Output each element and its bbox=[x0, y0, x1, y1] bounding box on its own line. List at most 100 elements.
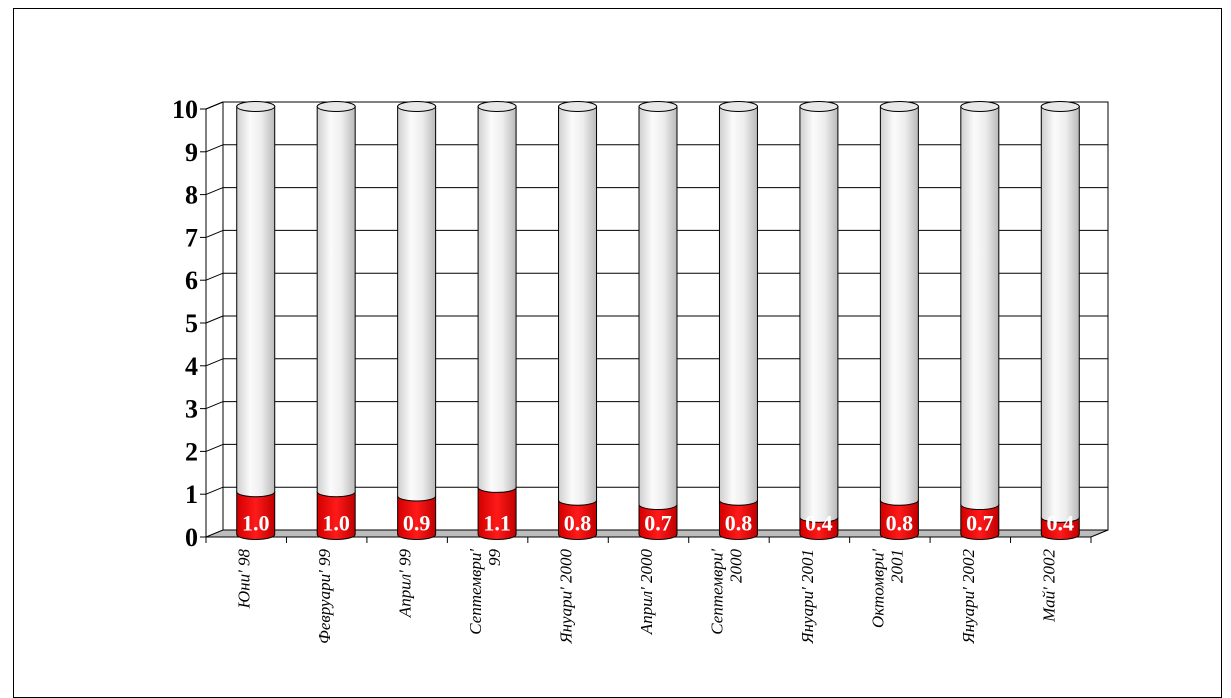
x-tick-label: Май' 2002 bbox=[1039, 549, 1058, 623]
bar-top-cap bbox=[960, 101, 1000, 112]
y-tick-label: 0 bbox=[185, 523, 198, 552]
bar-segment-low bbox=[477, 486, 517, 540]
bar-segment-high bbox=[960, 106, 1000, 511]
bar-segment-low bbox=[558, 499, 598, 540]
bar-10 bbox=[1040, 101, 1080, 540]
bar-top-cap bbox=[638, 101, 678, 112]
bar-segment-low bbox=[236, 491, 276, 540]
data-label: 0.4 bbox=[1047, 511, 1075, 536]
bar-7 bbox=[799, 101, 839, 540]
bar-segment-high bbox=[558, 106, 598, 506]
y-tick-label: 9 bbox=[185, 138, 198, 167]
bar-top-cap bbox=[316, 101, 356, 112]
data-label: 1.0 bbox=[322, 511, 350, 536]
y-tick-label: 3 bbox=[185, 395, 198, 424]
bar-segment-high bbox=[879, 106, 919, 506]
x-tick-label: Януари' 2001 bbox=[798, 549, 817, 645]
bar-0 bbox=[236, 101, 276, 540]
y-tick-label: 10 bbox=[172, 95, 198, 124]
x-tick-label: Април' 2000 bbox=[637, 549, 656, 636]
x-tick-label: Февруари' 99 bbox=[315, 549, 334, 644]
bar-top-cap bbox=[879, 101, 919, 112]
bars bbox=[236, 101, 1080, 540]
y-axis-top bbox=[205, 101, 224, 110]
data-label: 0.4 bbox=[805, 511, 833, 536]
data-label: 0.8 bbox=[725, 511, 753, 536]
bar-segment-low bbox=[718, 499, 758, 540]
x-tick-label: Юни' 98 bbox=[235, 549, 254, 610]
x-tick-label-line: Юни' 98 bbox=[235, 549, 254, 610]
data-label: 0.9 bbox=[403, 511, 431, 536]
y-tick-label: 5 bbox=[185, 309, 198, 338]
gridline-diagonal bbox=[205, 358, 224, 367]
bar-top-cap bbox=[397, 101, 437, 112]
gridline-diagonal bbox=[205, 272, 224, 281]
bar-4 bbox=[558, 101, 598, 540]
bar-top-cap bbox=[558, 101, 598, 112]
bar-3 bbox=[477, 101, 517, 540]
x-tick-label-line: Април' 99 bbox=[396, 549, 415, 619]
x-tick-label-line: Април' 2000 bbox=[637, 549, 656, 636]
x-tick-label-line: Февруари' 99 bbox=[315, 549, 334, 644]
x-tick-label-line: Октомври' bbox=[868, 549, 887, 628]
bar-segment-high bbox=[236, 106, 276, 498]
gridline-diagonal bbox=[205, 315, 224, 324]
bar-segment-high bbox=[397, 106, 437, 502]
y-axis-ticks: 0 1 2 3 4 5 6 7 8 9 10 bbox=[172, 95, 206, 552]
x-tick-label-line: Септември' bbox=[707, 549, 726, 635]
data-label: 1.0 bbox=[242, 511, 270, 536]
x-tick-label: Април' 99 bbox=[396, 549, 415, 619]
bar-2 bbox=[397, 101, 437, 540]
gridline-diagonal bbox=[205, 401, 224, 410]
bar-segment-low bbox=[799, 516, 839, 540]
bar-segment-high bbox=[638, 106, 678, 511]
y-tick-label: 1 bbox=[185, 480, 198, 509]
stacked-cylinder-chart: 0 1 2 3 4 5 6 7 8 9 10 1.0 1.0 0.9 1.1 0.8 0.7 0.8 0.4 0.8… bbox=[172, 95, 1109, 645]
bar-segment-high bbox=[799, 106, 839, 523]
x-tick-label-line: 2000 bbox=[726, 549, 745, 584]
bar-segment-high bbox=[1040, 106, 1080, 523]
x-tick-label: Септември'2000 bbox=[707, 549, 745, 635]
gridline-diagonal bbox=[205, 187, 224, 196]
gridline-diagonal bbox=[205, 229, 224, 238]
bar-segment-high bbox=[477, 106, 517, 493]
x-tick-label-line: 99 bbox=[485, 549, 504, 567]
bar-top-cap bbox=[718, 101, 758, 112]
x-tick-label: Октомври'2001 bbox=[868, 549, 906, 628]
x-tick-label-line: Януари' 2001 bbox=[798, 549, 817, 645]
bar-segment-low bbox=[960, 504, 1000, 540]
gridline-diagonal bbox=[205, 443, 224, 452]
data-label: 0.7 bbox=[644, 511, 672, 536]
bar-segment-low bbox=[397, 495, 437, 540]
bar-9 bbox=[960, 101, 1000, 540]
data-label: 0.8 bbox=[886, 511, 914, 536]
bar-top-cap bbox=[1040, 101, 1080, 112]
data-label: 0.8 bbox=[564, 511, 592, 536]
y-tick-label: 4 bbox=[185, 352, 198, 381]
y-tick-label: 8 bbox=[185, 181, 198, 210]
bar-1 bbox=[316, 101, 356, 540]
data-label: 1.1 bbox=[483, 511, 511, 536]
data-labels: 1.0 1.0 0.9 1.1 0.8 0.7 0.8 0.4 0.8 0.7 0.4 bbox=[242, 511, 1074, 536]
bar-5 bbox=[638, 101, 678, 540]
bar-segment-low bbox=[1040, 516, 1080, 540]
bar-top-cap bbox=[799, 101, 839, 112]
x-tick-label-line: Май' 2002 bbox=[1039, 549, 1058, 623]
y-tick-label: 6 bbox=[185, 266, 198, 295]
bar-8 bbox=[879, 101, 919, 540]
x-tick-label-line: Януари' 2002 bbox=[959, 549, 978, 645]
x-tick-label-line: 2001 bbox=[887, 549, 906, 583]
bar-segment-high bbox=[718, 106, 758, 506]
gridline-diagonal bbox=[205, 144, 224, 153]
x-axis-ticks: Юни' 98 Февруари' 99 Април' 99 Септември'99… bbox=[205, 537, 1092, 645]
y-tick-label: 2 bbox=[185, 437, 198, 466]
bar-segment-high bbox=[316, 106, 356, 498]
y-tick-label: 7 bbox=[185, 223, 198, 252]
bar-6 bbox=[718, 101, 758, 540]
x-tick-label: Януари' 2002 bbox=[959, 549, 978, 645]
x-tick-label: Септември'99 bbox=[466, 549, 504, 635]
x-tick-label: Януари' 2000 bbox=[557, 549, 576, 645]
bar-segment-low bbox=[316, 491, 356, 540]
bar-top-cap bbox=[236, 101, 276, 112]
x-tick-label-line: Януари' 2000 bbox=[557, 549, 576, 645]
